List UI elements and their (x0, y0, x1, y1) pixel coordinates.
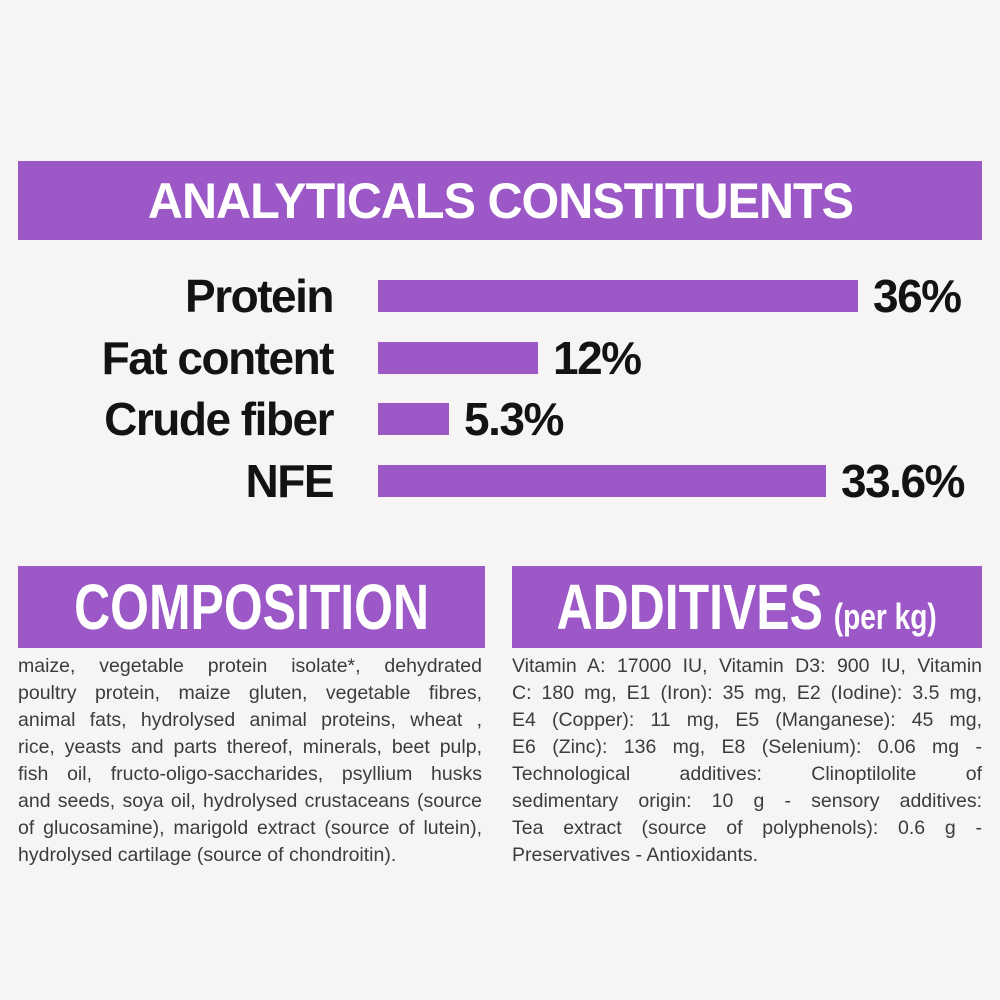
analyticals-banner: ANALYTICALS CONSTITUENTS (18, 161, 982, 240)
chart-bar (378, 280, 858, 312)
chart-bar (378, 465, 826, 497)
additives-title: ADDITIVES (556, 571, 824, 643)
chart-row: Crude fiber 5.3% (0, 393, 1000, 445)
additives-header: ADDITIVES (per kg) (512, 566, 982, 648)
chart-bar (378, 342, 538, 374)
additives-text-line: E4 (Copper): 11 mg, E5 (Manganese): 45 m… (512, 709, 982, 731)
chart-row: Protein 36% (0, 270, 1000, 322)
additives-text-line: C: 180 mg, E1 (Iron): 35 mg, E2 (Iodine)… (512, 682, 982, 704)
chart-row: Fat content 12% (0, 332, 1000, 384)
chart-value-label: 36% (873, 270, 962, 322)
composition-text-line: animal fats, hydrolysed animal proteins,… (18, 709, 482, 731)
chart-category-label: NFE (245, 455, 335, 507)
additives-text-line: Technological additives: Clinoptilolite … (512, 763, 982, 785)
chart-category-label: Crude fiber (104, 393, 334, 445)
chart-category-label: Fat content (101, 332, 335, 384)
additives-text-line: Tea extract (source of polyphenols): 0.6… (512, 817, 982, 839)
additives-text-line: sedimentary origin: 10 g - sensory addit… (512, 790, 982, 812)
composition-text-line: poultry protein, maize gluten, vegetable… (18, 682, 482, 704)
additives-text: Vitamin A: 17000 IU, Vitamin D3: 900 IU,… (512, 653, 982, 869)
chart-row: NFE 33.6% (0, 455, 1000, 507)
chart-bar (378, 403, 449, 435)
chart-value-label: 12% (553, 332, 642, 384)
analyticals-title: ANALYTICALS CONSTITUENTS (147, 172, 853, 229)
additives-text-line: Preservatives - Antioxidants. (512, 844, 759, 866)
composition-text-line: fish oil, fructo-oligo-saccharides, psyl… (18, 763, 482, 785)
chart-category-label: Protein (185, 270, 334, 322)
additives-subtitle: (per kg) (834, 596, 938, 637)
composition-text-line: of glucosamine), marigold extract (sourc… (18, 817, 482, 839)
composition-title: COMPOSITION (74, 571, 429, 643)
composition-text-line: rice, yeasts and parts thereof, minerals… (18, 736, 482, 758)
composition-text: maize, vegetable protein isolate*, dehyd… (18, 653, 482, 869)
composition-text-line: hydrolysed cartilage (source of chondroi… (18, 844, 397, 866)
composition-text-line: and seeds, soya oil, hydrolysed crustace… (18, 790, 482, 812)
chart-value-label: 5.3% (464, 393, 564, 445)
composition-text-line: maize, vegetable protein isolate*, dehyd… (18, 655, 482, 677)
additives-text-line: Vitamin A: 17000 IU, Vitamin D3: 900 IU,… (512, 655, 982, 677)
chart-value-label: 33.6% (841, 455, 965, 507)
additives-text-line: E6 (Zinc): 136 mg, E8 (Selenium): 0.06 m… (512, 736, 982, 758)
composition-header: COMPOSITION (18, 566, 485, 648)
